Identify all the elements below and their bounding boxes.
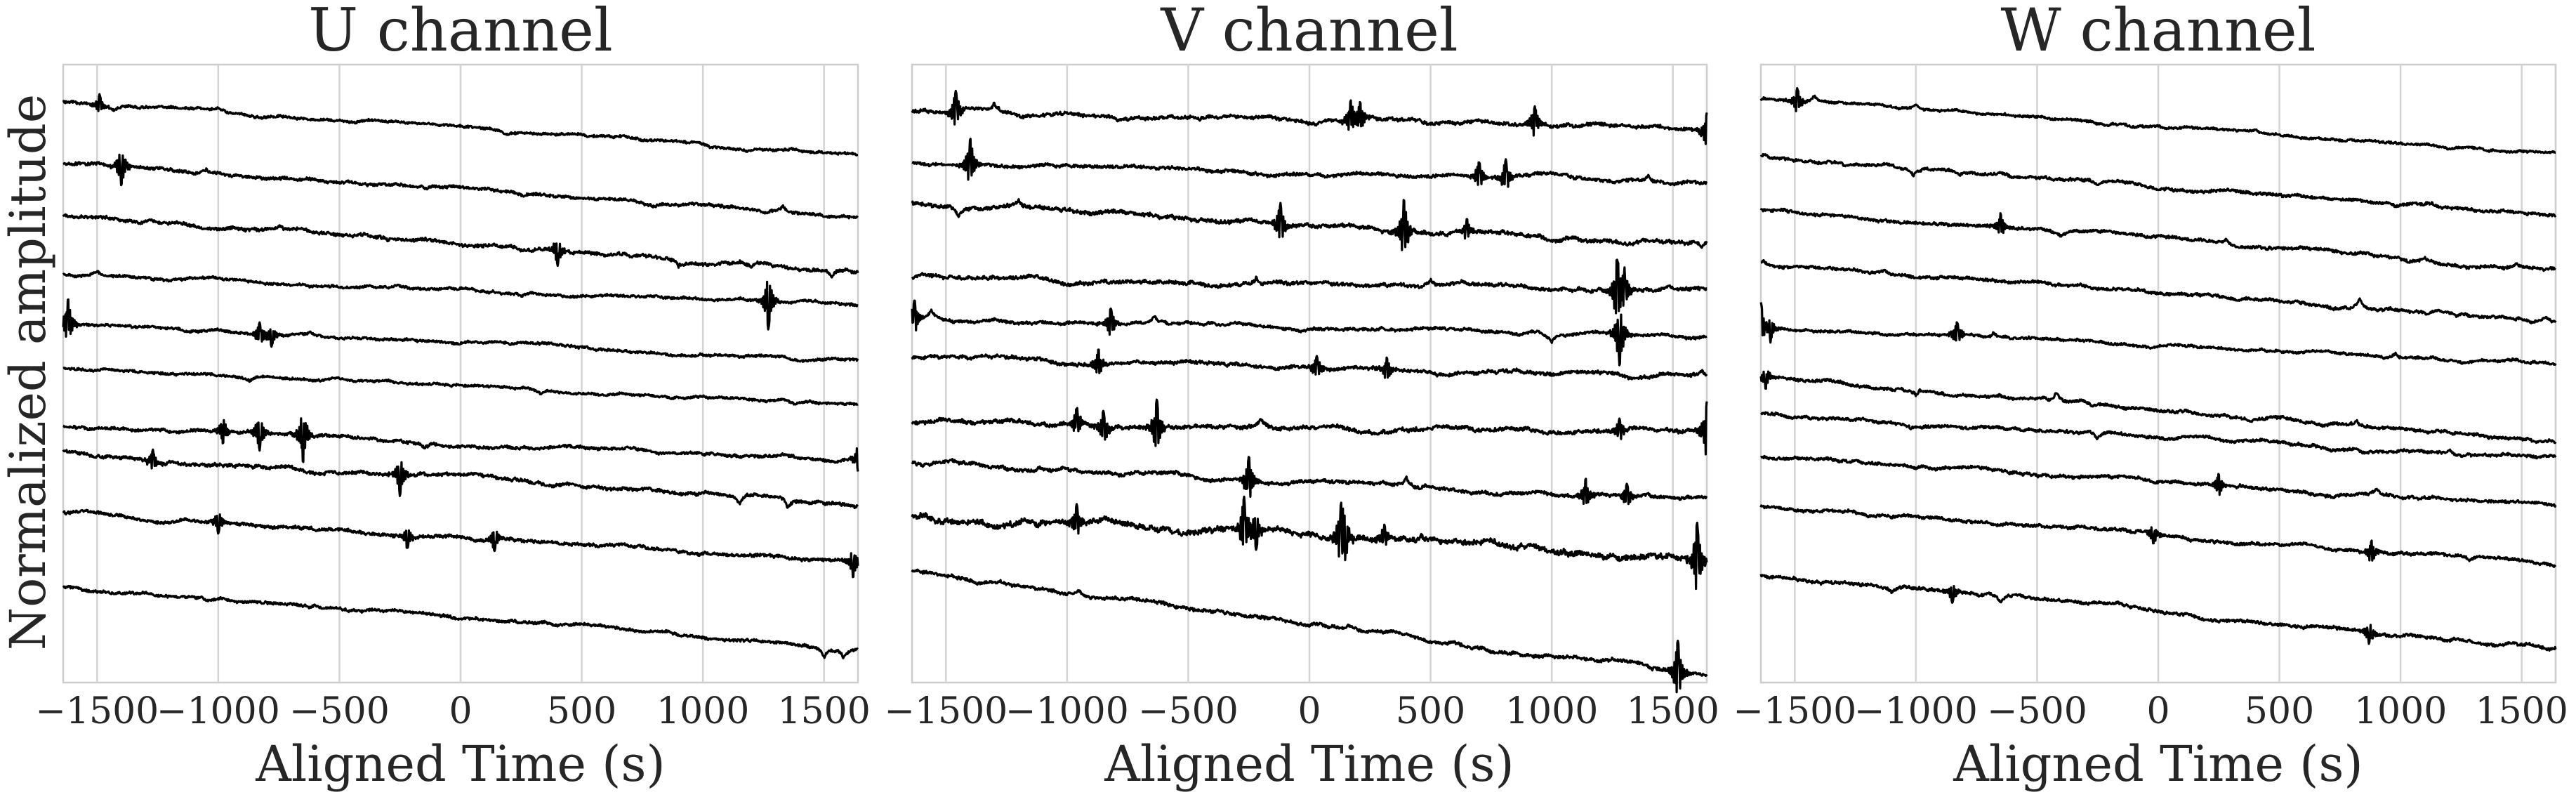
trace-line [1760, 411, 2557, 460]
trace-line [62, 508, 859, 579]
x-tick-label: −500 [1987, 690, 2087, 732]
x-tick-label: −1000 [1854, 690, 1978, 732]
trace-line [62, 153, 859, 220]
panel-title: W channel [2000, 0, 2316, 65]
trace-line [911, 198, 1708, 251]
trace-line [62, 367, 859, 407]
trace-line [911, 568, 1708, 694]
trace-line [911, 258, 1708, 315]
trace-group [62, 93, 859, 659]
trace-line [1759, 574, 2557, 652]
trace-line [62, 448, 859, 510]
panel-u: −1500−1000 −500 0 500 1000 1500 U channel Ali… [35, 0, 870, 793]
trace-line [1759, 370, 2557, 444]
trace-line [62, 213, 859, 279]
trace-group [1759, 87, 2557, 652]
trace-line [1759, 504, 2557, 568]
trace-line [911, 89, 1708, 145]
trace-line [62, 93, 859, 157]
y-axis-label: Normalized amplitude [0, 94, 57, 650]
trace-line [1760, 258, 2557, 324]
x-tick-label: 1000 [2354, 690, 2447, 732]
x-tick-label: 500 [2245, 690, 2314, 732]
panel-v: −1500−1000 −500 0 500 1000 1500 V channel Ali… [884, 0, 1719, 793]
trace-line [1760, 454, 2557, 508]
trace-line [62, 270, 859, 331]
trace-line [1759, 152, 2557, 218]
x-tick-label: 1000 [1505, 690, 1598, 732]
x-tick-label: 1500 [1627, 690, 1719, 732]
x-tick-label: 0 [449, 690, 472, 732]
x-gridlines [96, 65, 825, 683]
trace-group [911, 89, 1708, 694]
trace-line [1759, 87, 2556, 154]
x-tick-label: −500 [289, 690, 390, 732]
x-tick-label: 1000 [656, 690, 749, 732]
x-axis-label: Aligned Time (s) [1104, 735, 1514, 793]
x-tick-labels: −1500−1000 −500 0 500 1000 1500 [1733, 690, 2568, 732]
x-tick-label: 0 [1297, 690, 1321, 732]
trace-line [62, 417, 859, 472]
x-tick-label: −1000 [157, 690, 280, 732]
x-axis-label: Aligned Time (s) [1953, 735, 2363, 793]
x-tick-label: −1500 [1733, 690, 1856, 732]
x-tick-label: 1500 [778, 690, 871, 732]
trace-line [911, 495, 1708, 591]
trace-line [911, 398, 1708, 456]
trace-line [911, 348, 1708, 381]
x-tick-label: 0 [2146, 690, 2169, 732]
x-tick-labels: −1500−1000 −500 0 500 1000 1500 [884, 690, 1719, 732]
panel-title: U channel [308, 0, 613, 65]
trace-line [62, 298, 859, 363]
x-tick-label: 500 [547, 690, 616, 732]
trace-line [911, 299, 1708, 367]
x-tick-label: −1000 [1005, 690, 1129, 732]
trace-line [1759, 207, 2556, 272]
x-tick-label: 1500 [2476, 690, 2568, 732]
x-tick-label: 500 [1396, 690, 1465, 732]
x-axis-label: Aligned Time (s) [255, 735, 665, 793]
x-tick-label: −1500 [35, 690, 159, 732]
x-gridlines [1794, 65, 2523, 683]
trace-line [911, 138, 1708, 188]
trace-line [1759, 302, 2557, 366]
x-tick-label: −500 [1138, 690, 1239, 732]
trace-line [62, 585, 859, 659]
panel-w: −1500−1000 −500 0 500 1000 1500 W channel Ali… [1733, 0, 2568, 793]
x-tick-label: −1500 [884, 690, 1008, 732]
panel-title: V channel [1160, 0, 1458, 65]
trace-line [911, 456, 1708, 506]
x-tick-labels: −1500−1000 −500 0 500 1000 1500 [35, 690, 870, 732]
